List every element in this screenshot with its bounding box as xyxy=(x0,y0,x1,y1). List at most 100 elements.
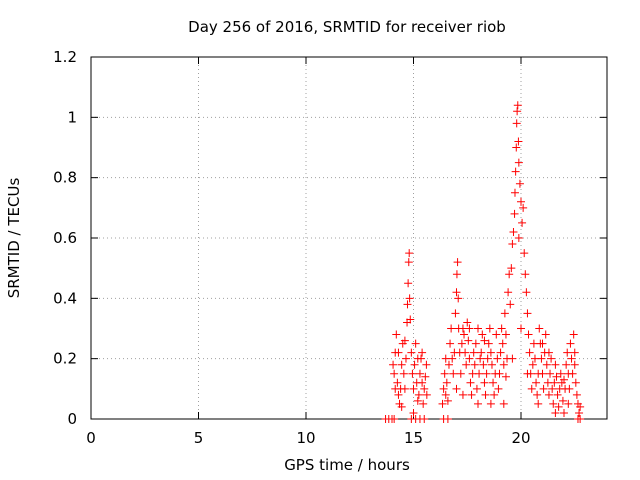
data-point xyxy=(512,119,521,128)
data-point xyxy=(406,315,415,324)
data-point xyxy=(538,339,547,348)
data-point xyxy=(524,330,533,339)
data-point xyxy=(554,402,563,411)
data-point xyxy=(443,396,452,405)
y-tick-label: 1.2 xyxy=(53,48,77,66)
data-point xyxy=(407,348,416,357)
data-point xyxy=(510,209,519,218)
data-point xyxy=(553,390,562,399)
y-axis-label: SRMTID / TECUs xyxy=(5,178,23,299)
y-tick-label: 0.2 xyxy=(53,350,77,368)
data-point xyxy=(469,348,478,357)
data-point xyxy=(489,378,498,387)
data-point xyxy=(467,390,476,399)
data-point xyxy=(408,369,417,378)
data-point xyxy=(472,384,481,393)
data-point xyxy=(418,348,427,357)
data-point xyxy=(511,167,520,176)
data-point xyxy=(483,354,492,363)
data-point xyxy=(549,399,558,408)
data-point xyxy=(481,390,490,399)
data-point xyxy=(498,339,507,348)
data-point xyxy=(457,339,466,348)
data-point xyxy=(485,324,494,333)
data-point xyxy=(576,402,585,411)
data-point xyxy=(552,372,561,381)
data-point xyxy=(470,360,479,369)
y-tick-label: 0.4 xyxy=(53,289,77,307)
data-point xyxy=(399,369,408,378)
data-point xyxy=(532,378,541,387)
data-point xyxy=(458,390,467,399)
data-point xyxy=(477,348,486,357)
data-point xyxy=(471,339,480,348)
data-point xyxy=(568,369,577,378)
data-point xyxy=(404,279,413,288)
data-point xyxy=(451,309,460,318)
data-point xyxy=(452,288,461,297)
data-point xyxy=(535,324,544,333)
data-point xyxy=(401,354,410,363)
data-point xyxy=(405,294,414,303)
data-point xyxy=(494,384,503,393)
data-point xyxy=(465,354,474,363)
data-point xyxy=(509,227,518,236)
data-point xyxy=(496,348,505,357)
data-point xyxy=(478,330,487,339)
data-point xyxy=(571,378,580,387)
data-point xyxy=(439,384,448,393)
data-point xyxy=(504,288,513,297)
data-point xyxy=(563,348,572,357)
data-point xyxy=(474,324,482,333)
data-point xyxy=(405,249,414,258)
data-point xyxy=(447,324,456,333)
data-point xyxy=(452,384,461,393)
y-tick-label: 0 xyxy=(67,410,77,428)
data-point xyxy=(512,143,521,152)
data-point xyxy=(444,360,453,369)
data-point xyxy=(521,270,530,279)
data-point xyxy=(493,354,502,363)
data-point xyxy=(441,390,450,399)
data-point xyxy=(508,354,517,363)
y-tick-label: 0.6 xyxy=(53,229,77,247)
x-axis: 0 5 10 15 20 xyxy=(86,57,531,447)
data-point xyxy=(514,234,523,242)
data-point xyxy=(551,360,560,369)
data-series xyxy=(381,101,585,423)
data-point xyxy=(389,360,398,369)
data-point xyxy=(464,336,473,345)
data-point xyxy=(461,348,470,357)
data-point xyxy=(523,369,532,378)
x-tick-label: 15 xyxy=(404,429,423,447)
data-point xyxy=(422,360,431,369)
data-point xyxy=(514,158,523,167)
data-point xyxy=(449,369,458,378)
data-point xyxy=(495,369,504,378)
data-point xyxy=(551,408,560,417)
data-point xyxy=(419,399,428,408)
data-point xyxy=(413,396,422,405)
data-point xyxy=(533,390,542,399)
data-point xyxy=(409,408,418,417)
data-point xyxy=(505,270,514,279)
data-point xyxy=(547,354,556,363)
data-point xyxy=(499,360,508,369)
data-point xyxy=(528,360,537,369)
data-point xyxy=(392,330,401,339)
data-point xyxy=(525,348,534,357)
data-point xyxy=(492,330,501,339)
x-tick-label: 5 xyxy=(194,429,204,447)
data-point xyxy=(513,107,522,116)
data-point xyxy=(508,240,517,249)
data-point xyxy=(421,372,430,381)
data-point xyxy=(418,378,427,387)
data-point xyxy=(486,399,495,408)
data-point xyxy=(456,369,465,378)
data-point xyxy=(486,348,495,357)
data-point xyxy=(506,300,515,309)
data-point xyxy=(463,318,472,327)
data-point xyxy=(566,339,575,348)
data-point xyxy=(442,378,451,387)
